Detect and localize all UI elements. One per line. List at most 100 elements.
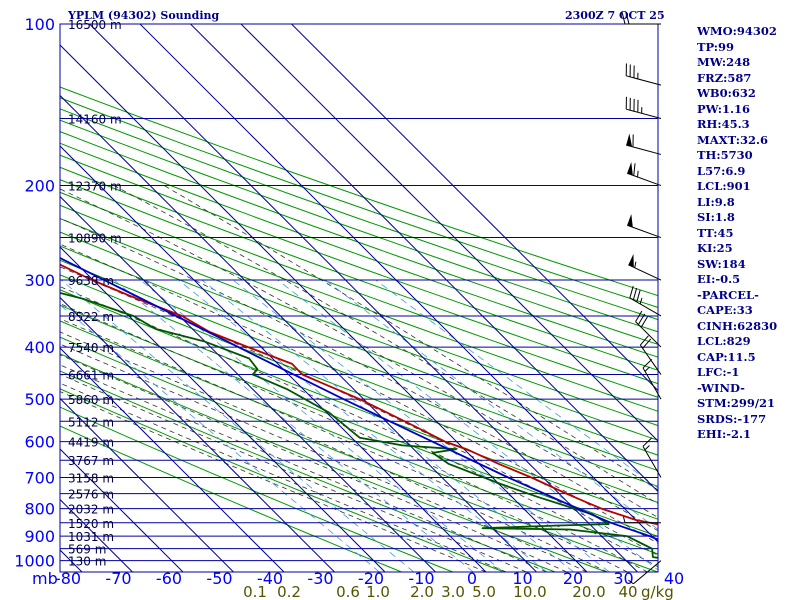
temperature-profile xyxy=(60,263,658,526)
temperature-tick-label: 30 xyxy=(613,569,633,588)
dry-adiabat xyxy=(60,119,658,333)
moist-adiabat xyxy=(60,286,658,568)
chart-title: YPLM (94302) Sounding xyxy=(68,9,220,22)
isotherm xyxy=(60,448,184,572)
temperature-tick-label: 40 xyxy=(664,569,684,588)
temperature-tick-label: -30 xyxy=(307,569,333,588)
param-line: TP:99 xyxy=(697,39,735,54)
isotherm xyxy=(60,397,234,572)
height-label: 2576 m xyxy=(68,488,114,502)
dry-adiabat xyxy=(60,218,658,441)
moist-adiabat xyxy=(60,318,628,572)
height-label: 1031 m xyxy=(68,530,114,544)
dewpoint-profile xyxy=(60,292,658,559)
wind-barb xyxy=(625,96,662,119)
pressure-tick-label: 200 xyxy=(24,177,55,196)
height-label: 14160 m xyxy=(68,112,122,126)
isotherm xyxy=(60,347,285,572)
height-label: 2032 m xyxy=(68,503,114,517)
param-line: PW:1.16 xyxy=(697,101,751,116)
parcel-path xyxy=(60,257,658,541)
wind-barb xyxy=(625,63,662,86)
pressure-tick-label: 100 xyxy=(24,15,55,34)
height-label: 569 m xyxy=(68,543,106,557)
moist-adiabat xyxy=(60,188,658,518)
height-label: 12370 m xyxy=(68,180,122,194)
height-label: 10890 m xyxy=(68,232,122,246)
temperature-tick-label: -80 xyxy=(55,569,81,588)
param-line: CAPE:33 xyxy=(697,303,753,317)
pressure-axis: 100 200 300 400 500 600 700 800 900 1000 xyxy=(14,15,55,571)
moist-adiabat xyxy=(60,343,588,572)
temperature-tick-label: 10 xyxy=(512,569,532,588)
isotherm xyxy=(291,24,658,392)
dry-adiabat xyxy=(60,320,658,555)
param-line: CAP:11.5 xyxy=(697,349,756,364)
mixing-ratio-label: 3.0 xyxy=(441,583,465,600)
param-line: EHI:-2.1 xyxy=(697,427,752,441)
mixing-ratio-label: 5.0 xyxy=(472,583,496,600)
isotherm xyxy=(240,24,658,442)
wind-barb xyxy=(639,335,662,375)
moist-adiabat xyxy=(60,303,648,572)
param-line: RH:45.3 xyxy=(697,117,750,131)
mixing-ratio-unit: g/kg xyxy=(641,583,674,600)
height-label: 9638 m xyxy=(68,274,114,288)
dry-adiabat xyxy=(60,289,658,520)
wind-barb xyxy=(623,516,661,524)
mixing-ratio-line xyxy=(60,304,380,572)
isotherms xyxy=(0,24,658,572)
temperature-tick-label: -20 xyxy=(358,569,384,588)
isotherm xyxy=(0,24,32,572)
isotherm xyxy=(60,246,386,572)
param-line: EI:-0.5 xyxy=(697,272,741,286)
height-label: 8522 m xyxy=(68,310,114,324)
param-line: -WIND- xyxy=(697,380,745,395)
dry-adiabat xyxy=(60,353,607,572)
moist-adiabat xyxy=(60,217,658,532)
wind-barb xyxy=(627,161,662,187)
height-label: 16500 m xyxy=(68,18,122,32)
wind-barb xyxy=(642,358,662,400)
moist-adiabats xyxy=(60,185,658,572)
dry-adiabat xyxy=(60,179,658,398)
height-label: 7540 m xyxy=(68,341,114,355)
pressure-tick-label: 700 xyxy=(24,469,55,488)
mixing-ratio-label: 1.0 xyxy=(366,583,390,600)
height-label: 4419 m xyxy=(68,436,114,450)
temperature-tick-label: 0 xyxy=(467,569,477,588)
isotherm xyxy=(60,44,588,572)
mixing-ratio-line xyxy=(201,279,574,572)
moist-adiabat xyxy=(113,185,658,505)
moist-adiabat xyxy=(163,185,658,491)
mixing-ratio-lines xyxy=(60,279,658,572)
mixing-ratio-line xyxy=(277,279,658,571)
param-line: TH:5730 xyxy=(697,148,753,162)
temperature-tick-label: -40 xyxy=(257,569,283,588)
param-line: LFC:-1 xyxy=(697,365,740,379)
dry-adiabat xyxy=(60,86,658,297)
wind-barb xyxy=(628,253,662,281)
dry-adiabat xyxy=(60,97,658,308)
dry-adiabat xyxy=(60,191,658,412)
dry-adiabat xyxy=(60,370,556,572)
wind-barb xyxy=(621,11,661,25)
param-line: CINH:62830 xyxy=(697,318,778,333)
param-line: SW:184 xyxy=(697,256,746,271)
param-line: SI:1.8 xyxy=(697,210,735,224)
temperature-tick-label: -60 xyxy=(156,569,182,588)
param-line: STM:299/21 xyxy=(697,396,776,410)
height-label: 5112 m xyxy=(68,415,114,429)
pressure-tick-label: 600 xyxy=(24,433,55,452)
param-line: LCL:829 xyxy=(697,334,751,348)
param-line: L57:6.9 xyxy=(697,163,746,178)
valid-time: 2300Z 7 OCT 25 xyxy=(565,9,665,22)
isotherm xyxy=(190,24,658,493)
isotherm xyxy=(60,145,487,572)
isobars xyxy=(60,24,658,572)
temperature-tick-label: 20 xyxy=(563,569,583,588)
mixing-ratio-labels: 0.1 0.2 0.6 1.0 2.0 3.0 5.0 10.0 20.0 40 g/kg xyxy=(243,583,674,600)
pressure-tick-label: 300 xyxy=(24,271,55,290)
plot-border xyxy=(59,23,659,573)
